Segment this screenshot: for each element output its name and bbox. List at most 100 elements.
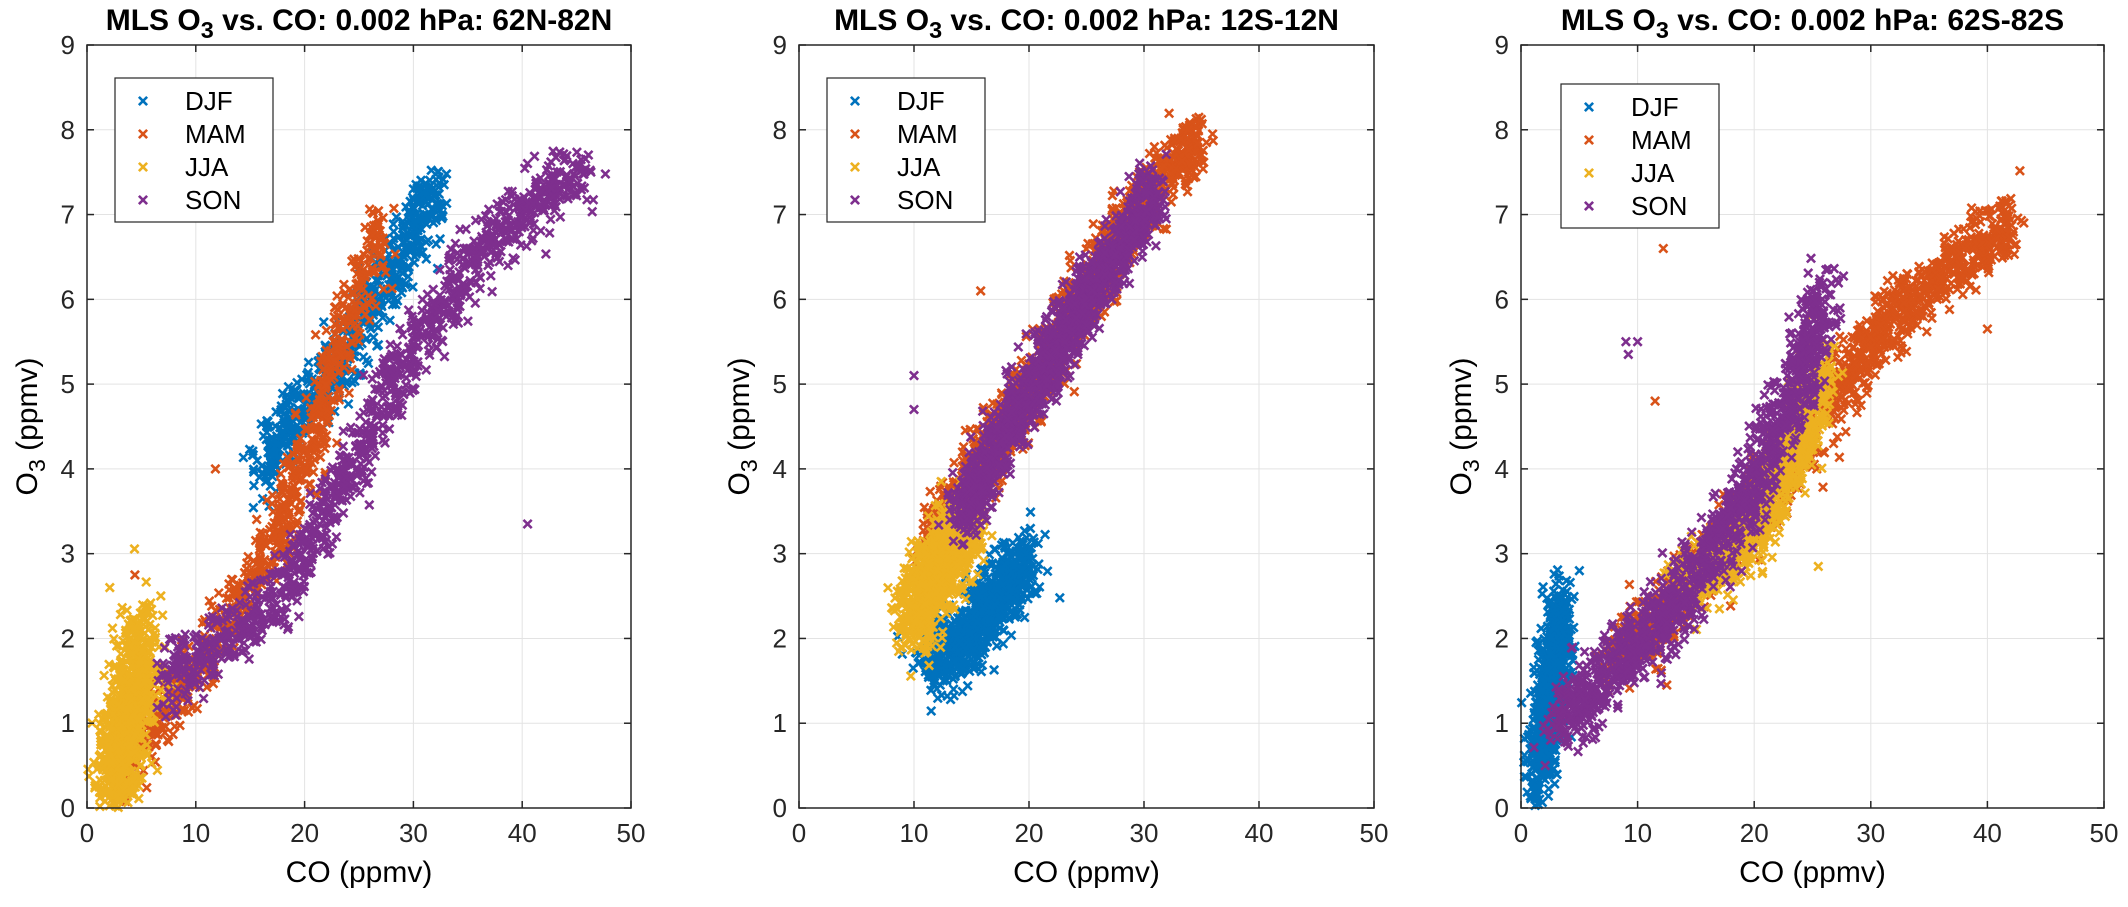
data-point: [430, 174, 442, 185]
y-axis-label-text: O: [11, 472, 44, 495]
data-point: [264, 420, 275, 432]
data-point: [303, 367, 314, 378]
data-point: [441, 168, 452, 179]
x-tick-label: 10: [181, 818, 210, 848]
data-point: [396, 287, 407, 298]
data-point: [271, 430, 282, 442]
data-point: [213, 587, 224, 599]
y-tick-label: 4: [61, 454, 75, 484]
scatter-points: [82, 146, 611, 813]
data-point: [248, 449, 259, 460]
legend-label-son: SON: [185, 185, 241, 215]
y-tick-label: 7: [61, 200, 75, 230]
data-point: [248, 466, 259, 477]
data-point: [274, 493, 285, 505]
data-point: [441, 198, 452, 209]
data-point: [388, 233, 399, 244]
data-point: [408, 183, 419, 195]
data-point: [282, 452, 293, 463]
data-point: [349, 376, 360, 387]
data-point: [435, 233, 446, 244]
data-point: [433, 182, 444, 193]
data-point: [248, 502, 259, 513]
data-point: [373, 322, 384, 333]
chart-title-suffix: vs. CO: 0.002 hPa: 62N-82N: [214, 4, 613, 37]
data-point: [224, 592, 235, 603]
y-tick-label: 5: [61, 369, 75, 399]
data-point: [413, 235, 424, 246]
data-point: [318, 317, 329, 328]
data-point: [291, 425, 303, 436]
data-point: [378, 284, 389, 295]
data-point: [388, 226, 399, 237]
y-tick-label: 3: [61, 539, 75, 569]
data-point: [141, 782, 152, 793]
y-axis-label-subscript: 3: [24, 459, 50, 472]
data-point: [412, 243, 423, 254]
data-point: [426, 165, 437, 176]
data-point: [391, 212, 402, 223]
data-point: [386, 292, 397, 303]
chart-title-text: MLS O: [106, 4, 201, 37]
x-tick-label: 0: [80, 818, 94, 848]
data-point: [384, 315, 396, 326]
y-tick-label: 1: [61, 708, 75, 738]
data-point: [368, 332, 379, 343]
data-point: [280, 423, 291, 434]
data-point: [283, 381, 294, 392]
y-axis-label: O3 (ppmv): [11, 357, 50, 495]
legend-label-mam: MAM: [185, 119, 246, 149]
y-axis-label-suffix: (ppmv): [11, 357, 44, 459]
legend-label-djf: DJF: [185, 86, 233, 116]
y-tick-label: 9: [61, 30, 75, 60]
data-point: [262, 465, 273, 476]
data-point: [260, 476, 271, 487]
y-tick-label: 2: [61, 623, 75, 653]
x-tick-label: 50: [617, 818, 646, 848]
data-point: [405, 209, 416, 220]
x-tick-label: 20: [290, 818, 319, 848]
data-point: [388, 203, 399, 214]
x-axis-label: CO (ppmv): [286, 856, 433, 889]
data-point: [403, 271, 414, 282]
data-point: [238, 452, 249, 463]
data-point: [388, 272, 399, 283]
x-tick-label: 40: [508, 818, 537, 848]
data-point: [364, 315, 375, 326]
data-point: [269, 441, 281, 453]
data-point: [365, 323, 376, 334]
data-point: [303, 357, 314, 368]
data-point: [399, 279, 411, 290]
data-point: [285, 392, 296, 403]
data-point: [388, 219, 399, 230]
data-point: [390, 249, 401, 260]
data-point: [434, 188, 445, 200]
data-point: [363, 253, 374, 264]
data-point: [409, 257, 420, 268]
data-point: [398, 220, 409, 231]
data-point: [308, 467, 319, 478]
data-point: [409, 218, 420, 229]
data-point: [284, 435, 295, 446]
data-point: [437, 200, 448, 211]
y-tick-label: 8: [61, 115, 75, 145]
x-tick-label: 30: [399, 818, 428, 848]
data-point: [419, 213, 430, 224]
data-point: [421, 253, 432, 265]
data-point: [373, 205, 384, 216]
data-point: [438, 174, 449, 185]
data-point: [407, 281, 418, 293]
data-point: [423, 235, 434, 246]
data-point: [371, 340, 382, 351]
data-point: [422, 183, 433, 194]
data-point: [331, 437, 342, 449]
data-point: [278, 414, 289, 425]
data-point: [343, 398, 354, 410]
data-point: [436, 209, 447, 220]
data-point: [398, 230, 409, 241]
y-tick-label: 6: [61, 284, 75, 314]
